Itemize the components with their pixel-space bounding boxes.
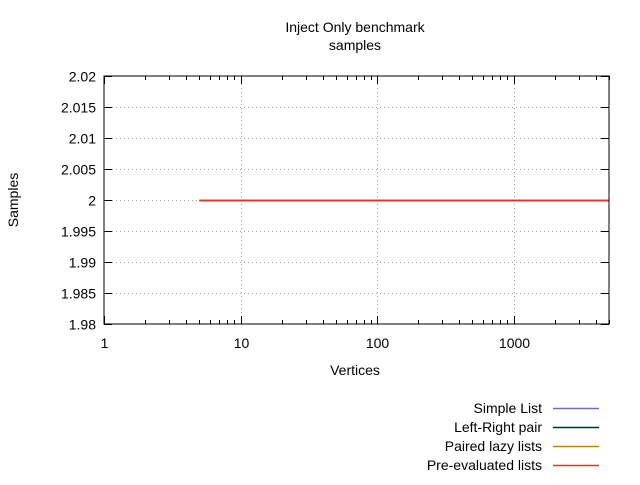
legend-label: Pre-evaluated lists [427,457,542,473]
tick-layer: 1.98 1.985 1.99 1.995 2 2.005 2.01 2.015 2.02 1 10… [61,69,610,351]
y-tick-label: 1.98 [69,317,96,333]
y-tick-label: 1.99 [69,255,96,271]
legend-label: Left-Right pair [454,419,542,435]
legend-label: Simple List [474,400,543,416]
x-tick-label: 1000 [499,335,530,351]
grid-layer [104,76,609,324]
y-tick-label: 1.985 [61,286,96,302]
legend: Simple List Left-Right pair Paired lazy li… [427,400,599,473]
y-axis-label: Samples [5,173,21,227]
x-tick-label: 100 [366,335,390,351]
chart-title: Inject Only benchmark [285,19,425,35]
plot-frame [103,75,610,325]
y-tick-label: 2.005 [61,162,96,178]
y-tick-label: 2.02 [69,69,96,85]
y-tick-label: 1.995 [61,224,96,240]
x-axis-label: Vertices [330,362,380,378]
y-tick-label: 2 [88,193,96,209]
y-tick-label: 2.01 [69,131,96,147]
x-tick-label: 10 [234,335,250,351]
legend-label: Paired lazy lists [445,438,542,454]
chart-subtitle: samples [329,37,381,53]
y-tick-label: 2.015 [61,100,96,116]
x-tick-label: 1 [101,335,109,351]
